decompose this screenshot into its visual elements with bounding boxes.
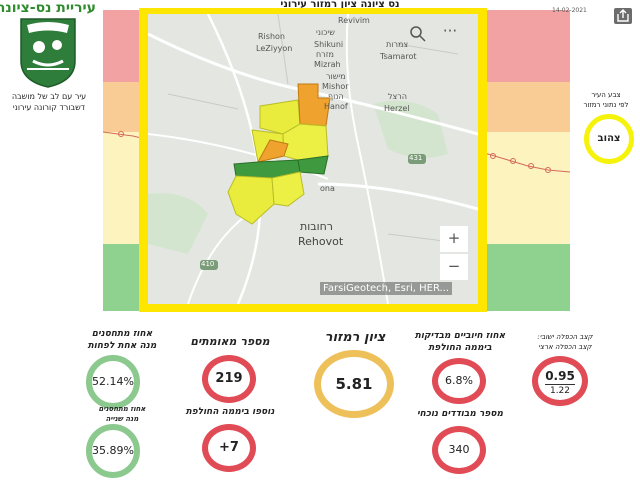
legend-line2: לפי נתוני רמזור <box>583 101 629 109</box>
legend-label: צבע העיר לפי נתוני רמזור <box>576 90 636 110</box>
kpi-isolated-label: מספר מבודדים נוכחי <box>417 409 503 419</box>
kpi-growth-label: קצב הכפלה ישובי: קצב הכפלה ארצי <box>520 332 610 352</box>
trend-line <box>103 131 570 173</box>
kpi-score-circle: 5.81 <box>314 350 394 418</box>
map-label-hanof: Hanof <box>324 102 348 111</box>
kpi-confirmed-circle: 219 <box>202 355 256 403</box>
kpi-growth-label-line2: קצב הכפלה ארצי <box>538 343 592 351</box>
kpi-growth-divider <box>545 384 575 385</box>
kpi-score-label: ציון רמזור <box>324 330 386 345</box>
map-label-mizrah-he: מזרח <box>316 50 334 59</box>
map-label-mizrah: Mizrah <box>314 60 341 69</box>
city-logo <box>20 18 76 88</box>
tagline-line2: דשבורד קורונה עירוני <box>12 103 86 112</box>
zoom-in-button[interactable]: + <box>440 226 468 252</box>
map-label-rehovot: Rehovot <box>298 235 344 248</box>
map-label-rishon: Rishon <box>258 32 285 41</box>
city-name: עיריית נס-ציונה <box>0 0 96 16</box>
map-label-herzel-he: הרצל <box>388 92 408 101</box>
map-label-tsamarot-he: צמרות <box>386 40 409 49</box>
map-label-shikuni: Shikuni <box>314 40 344 49</box>
map-label-rehovot-he: רחובות <box>300 220 333 233</box>
tagline-line1: עיר עם לב של מושבה <box>11 92 87 101</box>
kpi-new-circle: +7 <box>202 424 256 472</box>
map-more-button[interactable]: ··· <box>438 22 462 46</box>
map-label-mishor-he: מישור <box>326 72 346 81</box>
kpi-dose1-circle: 52.14% <box>86 355 140 409</box>
kpi-positive-tests-label-line1: אחוז חיוביים מבדיקות <box>414 331 506 341</box>
kpi-dose2-label-line2: מנה שנייה <box>105 415 139 423</box>
kpi-dose1-label: אחוז מתחסנים מנה אחת לפחות <box>82 328 162 352</box>
map-label-shikuni-he: שיכוני <box>316 28 335 37</box>
map-label-leziyyon: LeZiyyon <box>256 44 293 53</box>
share-icon <box>617 9 629 22</box>
more-icon: ··· <box>442 22 458 40</box>
map-search-button[interactable] <box>406 22 430 46</box>
kpi-dose2-circle: 35.89% <box>86 424 140 478</box>
map-label-hanof-he: הנוף <box>328 92 344 101</box>
kpi-new-label: נוספו ביממה החולפת <box>185 407 275 417</box>
map-label-herzel: Herzel <box>384 104 410 113</box>
date-label: 14-02-2021 <box>552 7 587 14</box>
map-attribution: FarsiGeotech, Esri, HER... <box>320 282 453 295</box>
map-label-ona: ona <box>320 184 335 193</box>
map-label-tsamarot: Tsamarot <box>380 52 417 61</box>
legend-color-circle: צהוב <box>584 114 634 164</box>
search-icon <box>410 26 426 42</box>
kpi-growth-national: 1.22 <box>549 386 571 396</box>
kpi-positive-tests-label-line2: ביממה החולפת <box>428 343 492 353</box>
share-button[interactable] <box>614 8 632 24</box>
kpi-dose1-label-line1: אחוז מתחסנים <box>91 329 153 339</box>
kpi-dose2-label: אחוז מתחסנים מנה שנייה <box>82 404 162 424</box>
kpi-dose1-label-line2: מנה אחת לפחות <box>87 341 157 351</box>
kpi-growth-local: 0.95 <box>545 369 575 383</box>
kpi-positive-tests-circle: 6.8% <box>432 358 486 404</box>
map-label-revivim: Revivim <box>338 16 370 25</box>
city-map[interactable]: Rishon LeZiyyon שיכוני Shikuni מזרח Mizr… <box>148 14 478 304</box>
kpi-growth-label-line1: קצב הכפלה ישובי: <box>537 333 593 341</box>
map-label-mishor: Mishor <box>322 82 349 91</box>
map-canvas <box>148 14 478 304</box>
zoom-out-button[interactable]: − <box>440 254 468 280</box>
kpi-dose2-label-line1: אחוז מתחסנים <box>98 405 146 413</box>
tagline: עיר עם לב של מושבה דשבורד קורונה עירוני <box>0 91 98 113</box>
legend-line1: צבע העיר <box>591 91 621 99</box>
map-road-410: 410 <box>201 260 215 268</box>
kpi-positive-tests-label: אחוז חיוביים מבדיקות ביממה החולפת <box>410 330 510 354</box>
kpi-confirmed-label: מספר מאומתים <box>190 335 270 348</box>
kpi-isolated-circle: 340 <box>432 426 486 474</box>
map-road-431: 431 <box>409 154 423 162</box>
kpi-growth-circle: 0.95 1.22 <box>532 356 588 406</box>
map-title: נס ציונה ציון רמזור עירוני <box>280 0 400 10</box>
